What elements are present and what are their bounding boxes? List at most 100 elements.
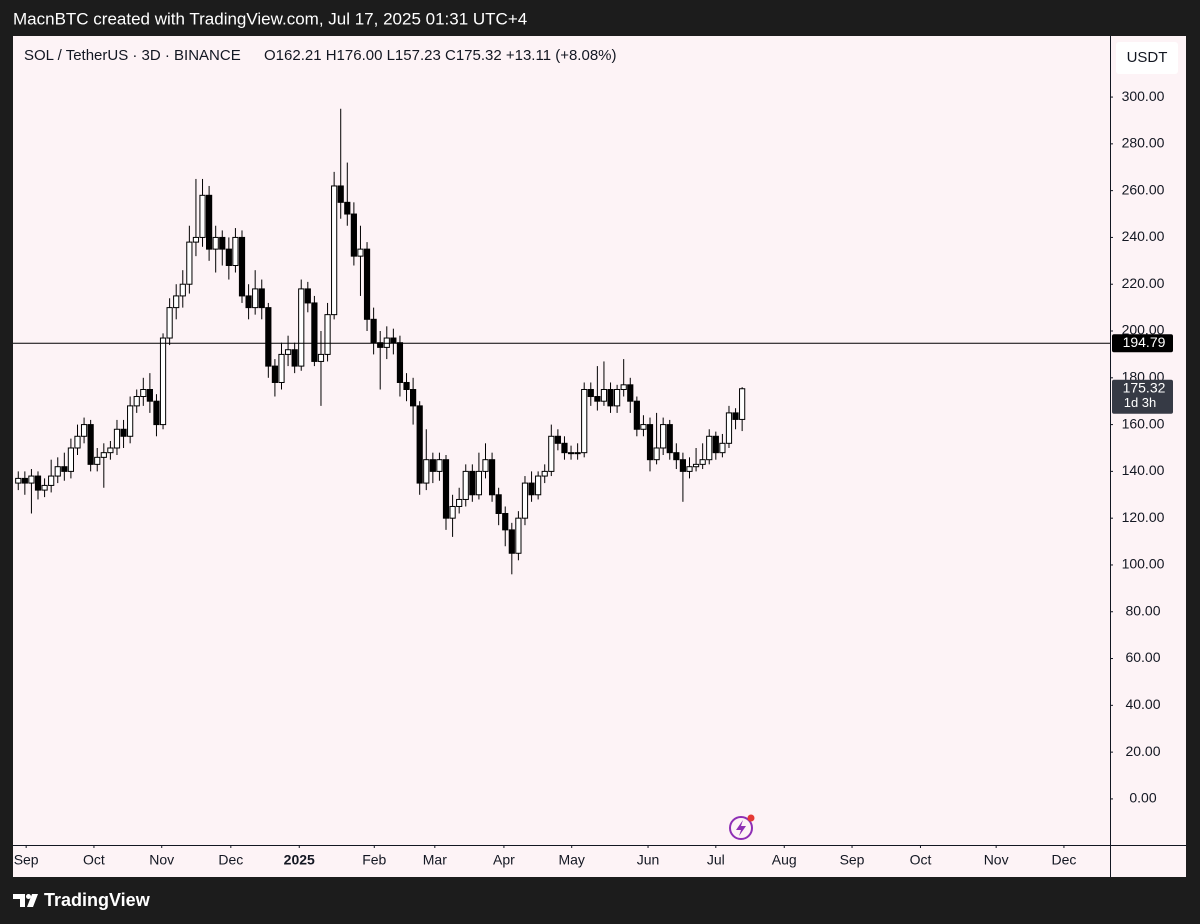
- x-tick-label: Feb: [362, 852, 386, 868]
- candle-body: [719, 442, 726, 454]
- x-tick-label: Sep: [840, 852, 865, 868]
- candle-body: [581, 388, 588, 454]
- candle-body: [646, 424, 654, 461]
- candle-body: [614, 388, 621, 407]
- candle-body: [739, 388, 746, 420]
- candle-body: [298, 288, 305, 367]
- candle-body: [291, 349, 298, 367]
- x-tick-label: Jul: [707, 852, 725, 868]
- y-tick-label: 20.00: [1125, 743, 1160, 759]
- candle-body: [212, 236, 219, 250]
- candle-body: [390, 337, 397, 344]
- candle-body: [732, 412, 739, 420]
- candle-body: [350, 213, 357, 257]
- y-tick-label: 80.00: [1125, 602, 1160, 618]
- candle-body: [232, 236, 239, 267]
- y-tick-label: 260.00: [1122, 181, 1165, 197]
- candle-body: [192, 236, 200, 243]
- x-tick-label: Aug: [772, 852, 797, 868]
- candle-body: [692, 463, 700, 468]
- candle-body: [442, 459, 450, 519]
- candles: [15, 108, 746, 575]
- candle-body: [324, 314, 331, 355]
- candle-body: [153, 400, 160, 426]
- candle-body: [238, 236, 246, 297]
- candle-body: [317, 353, 325, 362]
- x-tick-label: Nov: [149, 852, 174, 868]
- candle-body: [245, 295, 252, 309]
- candle-body: [488, 459, 496, 496]
- candle-body: [416, 405, 423, 484]
- candle-body: [574, 452, 581, 455]
- candle-body: [449, 505, 456, 519]
- candle-body: [495, 494, 502, 514]
- candle-body: [21, 477, 28, 484]
- candle-body: [337, 185, 344, 203]
- candle-body: [475, 470, 483, 496]
- candle-body: [673, 452, 680, 461]
- y-tick-label: 140.00: [1122, 462, 1165, 478]
- candle-body: [627, 384, 634, 402]
- chart-area: [13, 36, 1186, 877]
- candle-body: [61, 466, 68, 472]
- candle-body: [679, 459, 687, 472]
- candle-body: [41, 484, 48, 491]
- x-tick-label: Sep: [14, 852, 39, 868]
- currency: USDT: [1127, 49, 1168, 66]
- x-tick-label: Apr: [493, 852, 515, 868]
- candle-body: [186, 241, 193, 285]
- candle-body: [258, 288, 265, 309]
- candle-body: [311, 302, 318, 362]
- candle-body: [587, 388, 594, 398]
- candle-body: [567, 452, 575, 455]
- candle-body: [133, 396, 140, 407]
- y-tick-label: 60.00: [1125, 649, 1160, 665]
- candle-body: [278, 353, 285, 383]
- candle-body: [429, 459, 436, 472]
- candle-body: [34, 475, 42, 491]
- candle-body: [94, 456, 101, 465]
- candle-body: [100, 452, 107, 458]
- candle-body: [403, 381, 410, 390]
- candle-body: [633, 400, 640, 430]
- y-tick-label: 220.00: [1122, 275, 1165, 291]
- candle-body: [67, 447, 75, 472]
- candle-body: [594, 396, 601, 402]
- candle-body: [166, 307, 173, 339]
- candle-body: [725, 412, 733, 444]
- x-tick-label: Oct: [910, 852, 932, 868]
- candle-body: [521, 482, 529, 519]
- candle-body: [396, 342, 404, 383]
- lightning-icon: [729, 814, 755, 840]
- candle-body: [620, 384, 627, 390]
- candle-body: [225, 248, 232, 267]
- candle-body: [15, 477, 22, 484]
- candle-body: [48, 475, 55, 486]
- x-tick-label: Dec: [218, 852, 243, 868]
- candle-body: [331, 185, 338, 316]
- x-tick-label: Jun: [637, 852, 660, 868]
- candle-body: [699, 459, 706, 465]
- hline-label: 194.79: [1123, 334, 1166, 350]
- x-tick-label: Dec: [1051, 852, 1076, 868]
- candle-body: [74, 435, 81, 449]
- candle-body: [357, 248, 364, 257]
- candle-body: [159, 337, 167, 426]
- candle-body: [410, 388, 417, 407]
- x-tick-label: Mar: [423, 852, 447, 868]
- candle-body: [113, 428, 121, 449]
- y-tick-label: 240.00: [1122, 228, 1165, 244]
- candle-body: [206, 194, 213, 250]
- candle-body: [515, 517, 522, 554]
- candle-body: [127, 405, 134, 437]
- candle-body: [686, 466, 693, 472]
- candle-body: [304, 288, 311, 304]
- candle-body: [179, 283, 186, 297]
- candle-body: [541, 470, 548, 477]
- candle-body: [271, 365, 279, 383]
- header: MacnBTC created with TradingView.com, Ju…: [13, 9, 527, 28]
- currency-box: [1116, 42, 1178, 74]
- candle-body: [265, 307, 272, 367]
